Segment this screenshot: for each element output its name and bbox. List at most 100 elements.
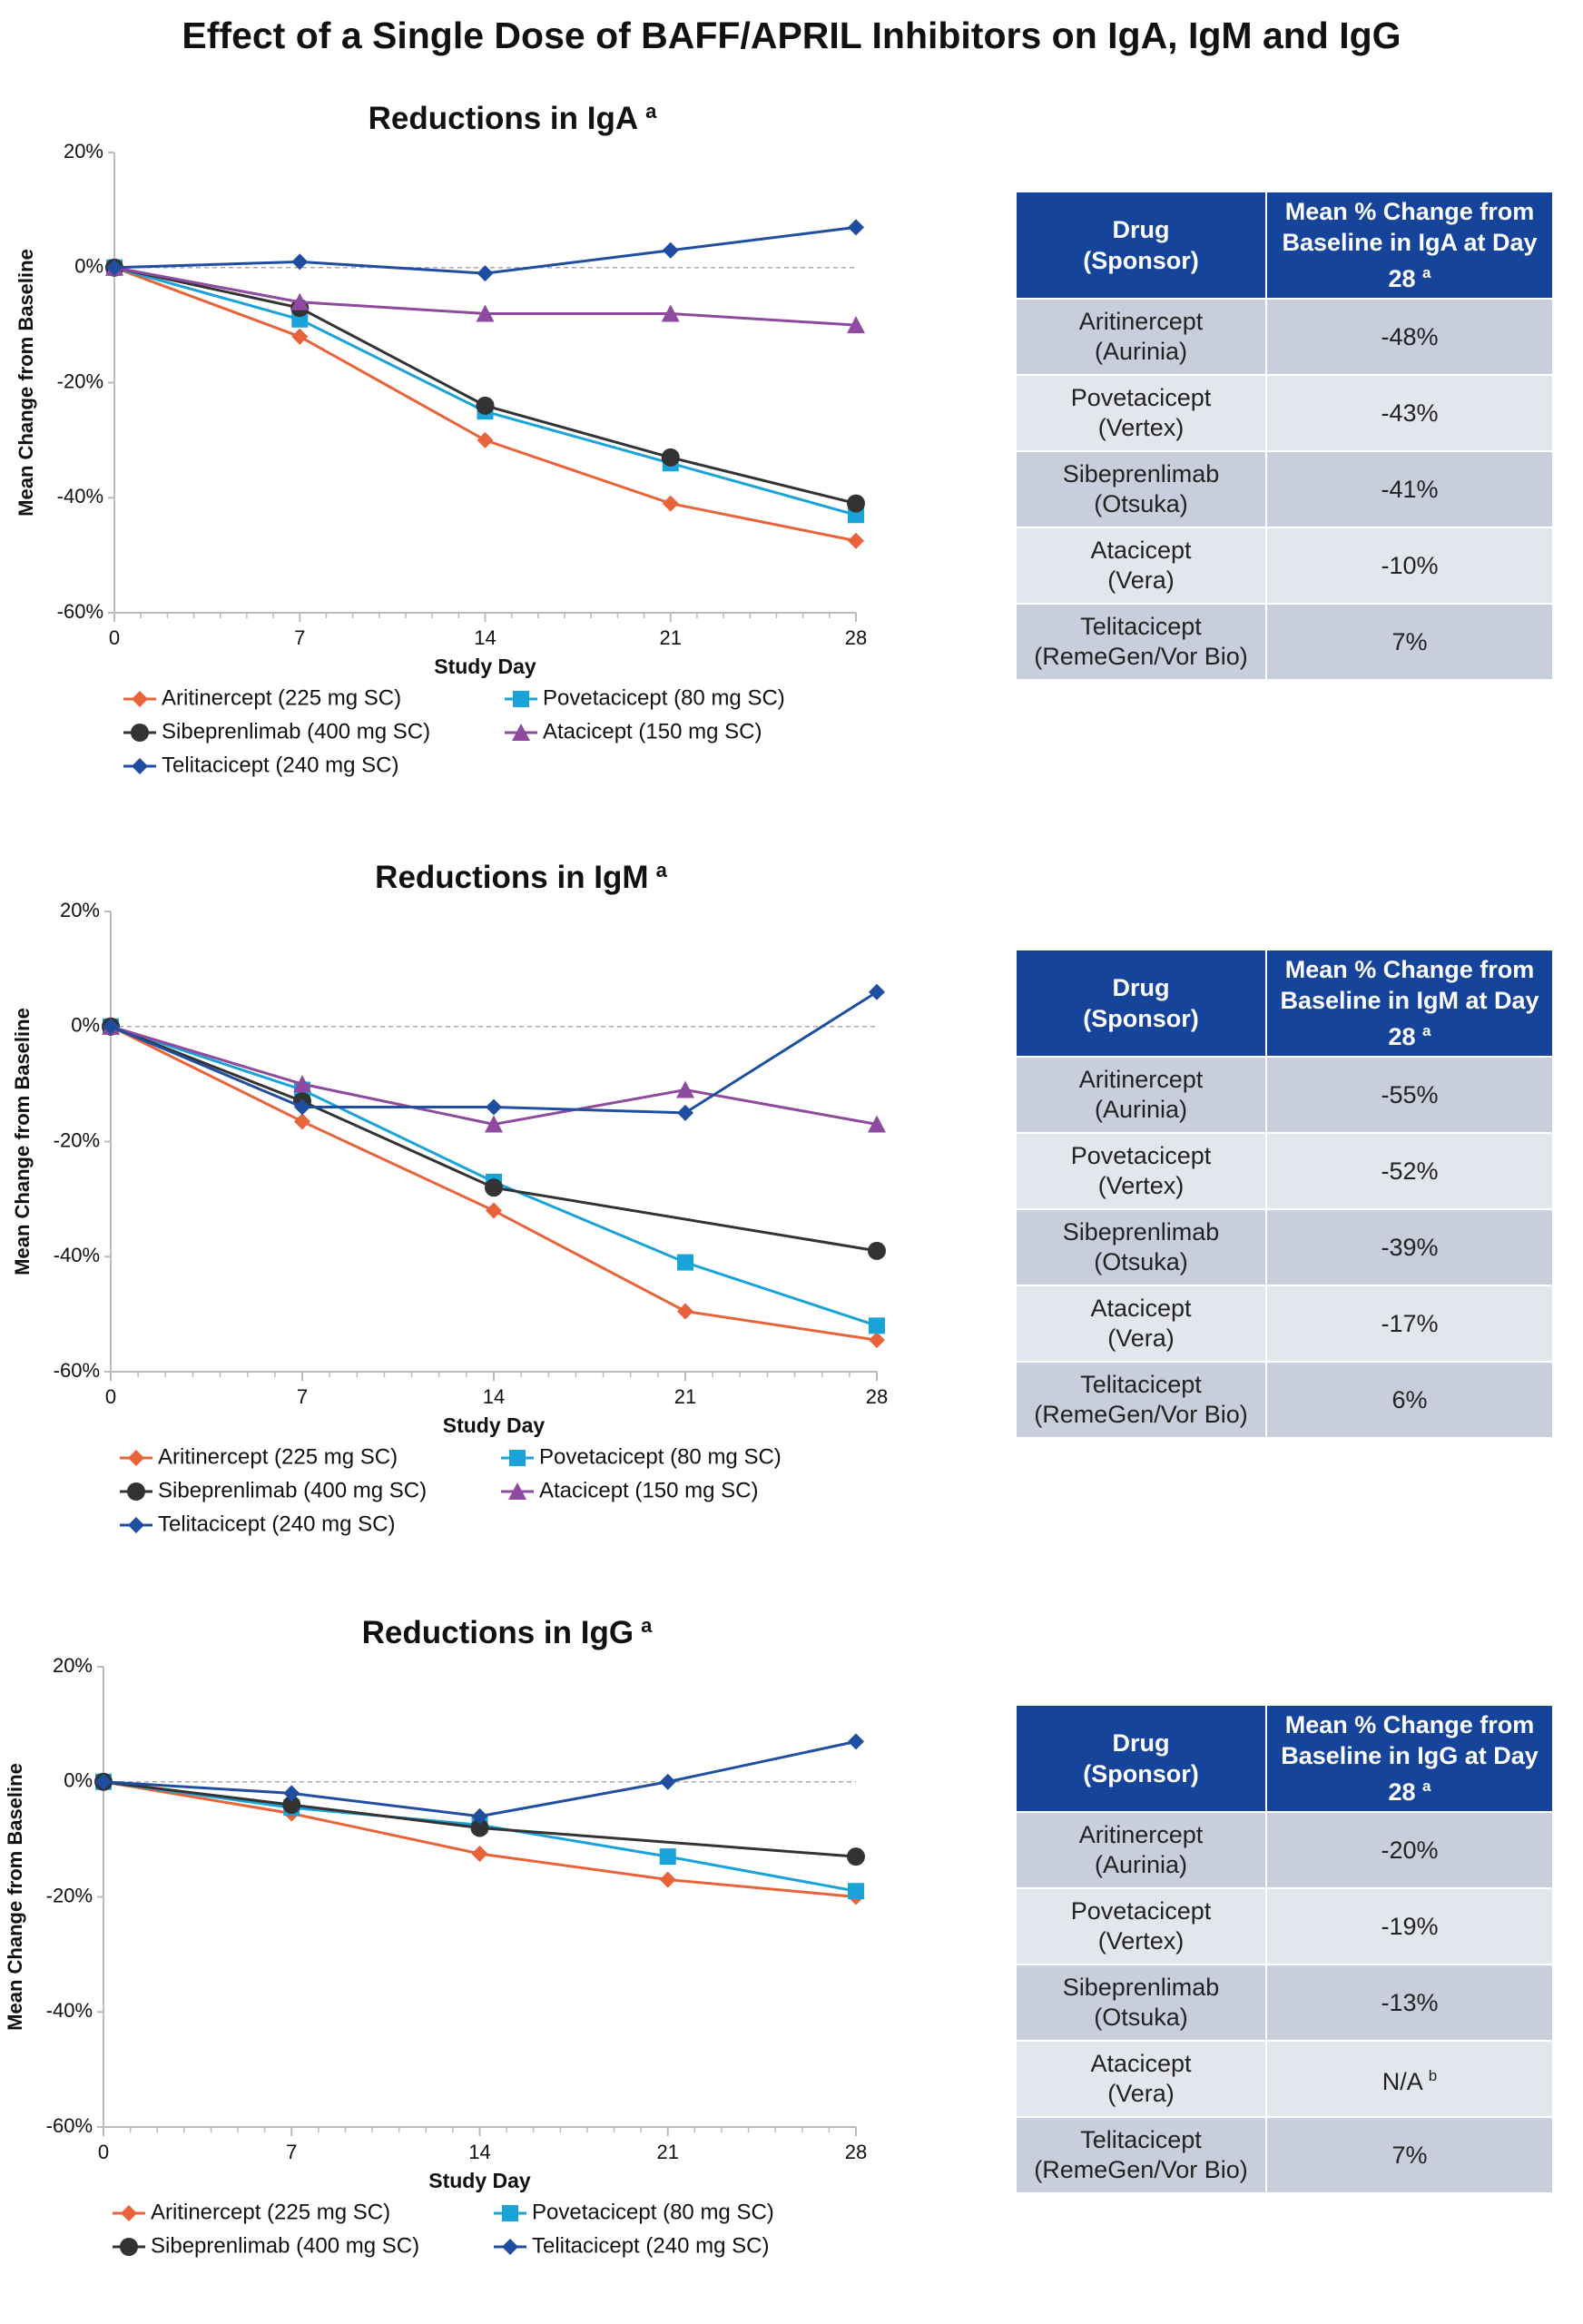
y-tick-label: -40% bbox=[54, 1244, 100, 1266]
marker bbox=[869, 1332, 885, 1349]
drug-sponsor: (Aurinia) bbox=[1094, 1096, 1188, 1123]
drug-cell: Telitacicept (RemeGen/Vor Bio) bbox=[1015, 603, 1267, 681]
y-tick-label: -60% bbox=[46, 2114, 93, 2137]
header-drug: Drug bbox=[1112, 1729, 1170, 1757]
change-value: 7% bbox=[1391, 627, 1428, 655]
marker bbox=[282, 1796, 301, 1815]
header-cell: Drug (Sponsor) bbox=[1015, 1704, 1267, 1813]
drug-sponsor: (Otsuka) bbox=[1094, 1248, 1188, 1275]
table-row: Atacicept (Vera) N/A b bbox=[1015, 2040, 1554, 2118]
series-line bbox=[103, 1739, 857, 1818]
legend-marker bbox=[512, 724, 530, 741]
marker bbox=[477, 431, 494, 448]
drug-sponsor: (Otsuka) bbox=[1094, 490, 1188, 517]
x-tick-label: 21 bbox=[657, 2141, 679, 2163]
change-value: -19% bbox=[1381, 1912, 1439, 1940]
y-tick-label: -20% bbox=[46, 1884, 93, 1906]
legend-marker bbox=[132, 691, 148, 707]
change-cell: -43% bbox=[1265, 374, 1554, 452]
summary-table: Drug (Sponsor) Mean % Change from Baseline… bbox=[1015, 949, 1554, 1439]
drug-cell: Telitacicept (RemeGen/Vor Bio) bbox=[1015, 2116, 1267, 2194]
chart-title: Reductions in IgG a bbox=[362, 1614, 653, 1650]
drug-name: Povetacicept bbox=[1070, 1897, 1212, 1925]
chart-title: Reductions in IgA a bbox=[369, 100, 658, 136]
table-row: Sibeprenlimab (Otsuka) -41% bbox=[1015, 450, 1554, 528]
table-row: Telitacicept (RemeGen/Vor Bio) 6% bbox=[1015, 1361, 1554, 1439]
marker bbox=[471, 1845, 488, 1862]
header-row: Drug (Sponsor) Mean % Change from Baseline… bbox=[1015, 949, 1554, 1058]
x-tick-label: 28 bbox=[845, 2141, 867, 2163]
y-tick-label: -40% bbox=[57, 485, 103, 507]
header-drug: Drug bbox=[1112, 216, 1170, 243]
legend-label: Povetacicept (80 mg SC) bbox=[539, 1444, 782, 1469]
legend-marker bbox=[128, 1450, 144, 1466]
header-change: Mean % Change from Baseline in IgG at Da… bbox=[1281, 1711, 1539, 1806]
summary-table: Drug (Sponsor) Mean % Change from Baseline… bbox=[1015, 191, 1554, 681]
marker bbox=[847, 494, 865, 513]
change-cell: -20% bbox=[1265, 1811, 1554, 1889]
table-row: Atacicept (Vera) -10% bbox=[1015, 527, 1554, 605]
change-value: 6% bbox=[1391, 1385, 1428, 1413]
drug-sponsor: (Vertex) bbox=[1097, 1927, 1185, 1955]
marker bbox=[476, 304, 495, 322]
change-value: -10% bbox=[1381, 551, 1439, 579]
drug-cell: Aritinercept (Aurinia) bbox=[1015, 1056, 1267, 1134]
legend-marker bbox=[131, 724, 149, 742]
x-tick-label: 7 bbox=[294, 626, 305, 649]
x-axis-label: Study Day bbox=[434, 655, 536, 678]
x-tick-label: 14 bbox=[474, 626, 496, 649]
y-tick-label: 0% bbox=[71, 1014, 100, 1037]
marker bbox=[470, 1818, 489, 1837]
drug-cell: Aritinercept (Aurinia) bbox=[1015, 298, 1267, 376]
change-value: -41% bbox=[1381, 475, 1439, 503]
drug-cell: Sibeprenlimab (Otsuka) bbox=[1015, 450, 1267, 528]
chart-title: Reductions in IgM a bbox=[375, 859, 667, 895]
header-row: Drug (Sponsor) Mean % Change from Baseline… bbox=[1015, 1704, 1554, 1813]
y-axis-label: Mean Change from Baseline bbox=[15, 249, 37, 517]
drug-name: Sibeprenlimab bbox=[1062, 1974, 1220, 2001]
legend-marker bbox=[509, 1450, 526, 1466]
marker bbox=[293, 1075, 311, 1093]
change-cell: -19% bbox=[1265, 1887, 1554, 1965]
x-axis-label: Study Day bbox=[443, 1413, 546, 1437]
y-tick-label: 0% bbox=[74, 255, 103, 278]
change-cell: -48% bbox=[1265, 298, 1554, 376]
marker bbox=[294, 1113, 310, 1130]
marker bbox=[676, 1080, 694, 1098]
header-note: a bbox=[1422, 1022, 1431, 1039]
legend-label: Aritinercept (225 mg SC) bbox=[151, 2200, 390, 2224]
change-value: -43% bbox=[1381, 399, 1439, 427]
change-cell: -39% bbox=[1265, 1208, 1554, 1286]
change-value: -39% bbox=[1381, 1233, 1439, 1261]
chart-title-text: Reductions in IgM bbox=[375, 860, 648, 895]
drug-name: Povetacicept bbox=[1070, 384, 1212, 411]
header-cell: Drug (Sponsor) bbox=[1015, 191, 1267, 300]
drug-cell: Aritinercept (Aurinia) bbox=[1015, 1811, 1267, 1889]
change-value: N/A bbox=[1381, 2068, 1422, 2095]
marker bbox=[471, 1807, 488, 1825]
marker bbox=[485, 1115, 503, 1133]
marker bbox=[290, 292, 310, 310]
marker bbox=[868, 1115, 886, 1133]
table-row: Telitacicept (RemeGen/Vor Bio) 7% bbox=[1015, 603, 1554, 681]
drug-cell: Povetacicept (Vertex) bbox=[1015, 374, 1267, 452]
marker bbox=[848, 1733, 864, 1750]
change-cell: N/A b bbox=[1265, 2040, 1554, 2118]
header-sponsor: (Sponsor) bbox=[1083, 1760, 1199, 1787]
y-tick-label: -60% bbox=[57, 600, 103, 623]
legend-marker bbox=[502, 2205, 518, 2221]
drug-sponsor: (Vera) bbox=[1107, 1324, 1175, 1352]
x-tick-label: 28 bbox=[866, 1385, 888, 1408]
table-row: Atacicept (Vera) -17% bbox=[1015, 1285, 1554, 1363]
drug-name: Telitacicept bbox=[1080, 613, 1202, 640]
change-cell: -13% bbox=[1265, 1964, 1554, 2042]
legend-label: Povetacicept (80 mg SC) bbox=[543, 685, 785, 710]
series-line bbox=[103, 1780, 857, 1898]
drug-sponsor: (Vertex) bbox=[1097, 1172, 1185, 1199]
marker bbox=[291, 328, 309, 345]
marker bbox=[662, 495, 679, 512]
change-value: 7% bbox=[1391, 2141, 1428, 2169]
change-cell: -41% bbox=[1265, 450, 1554, 528]
x-tick-label: 28 bbox=[845, 626, 867, 649]
